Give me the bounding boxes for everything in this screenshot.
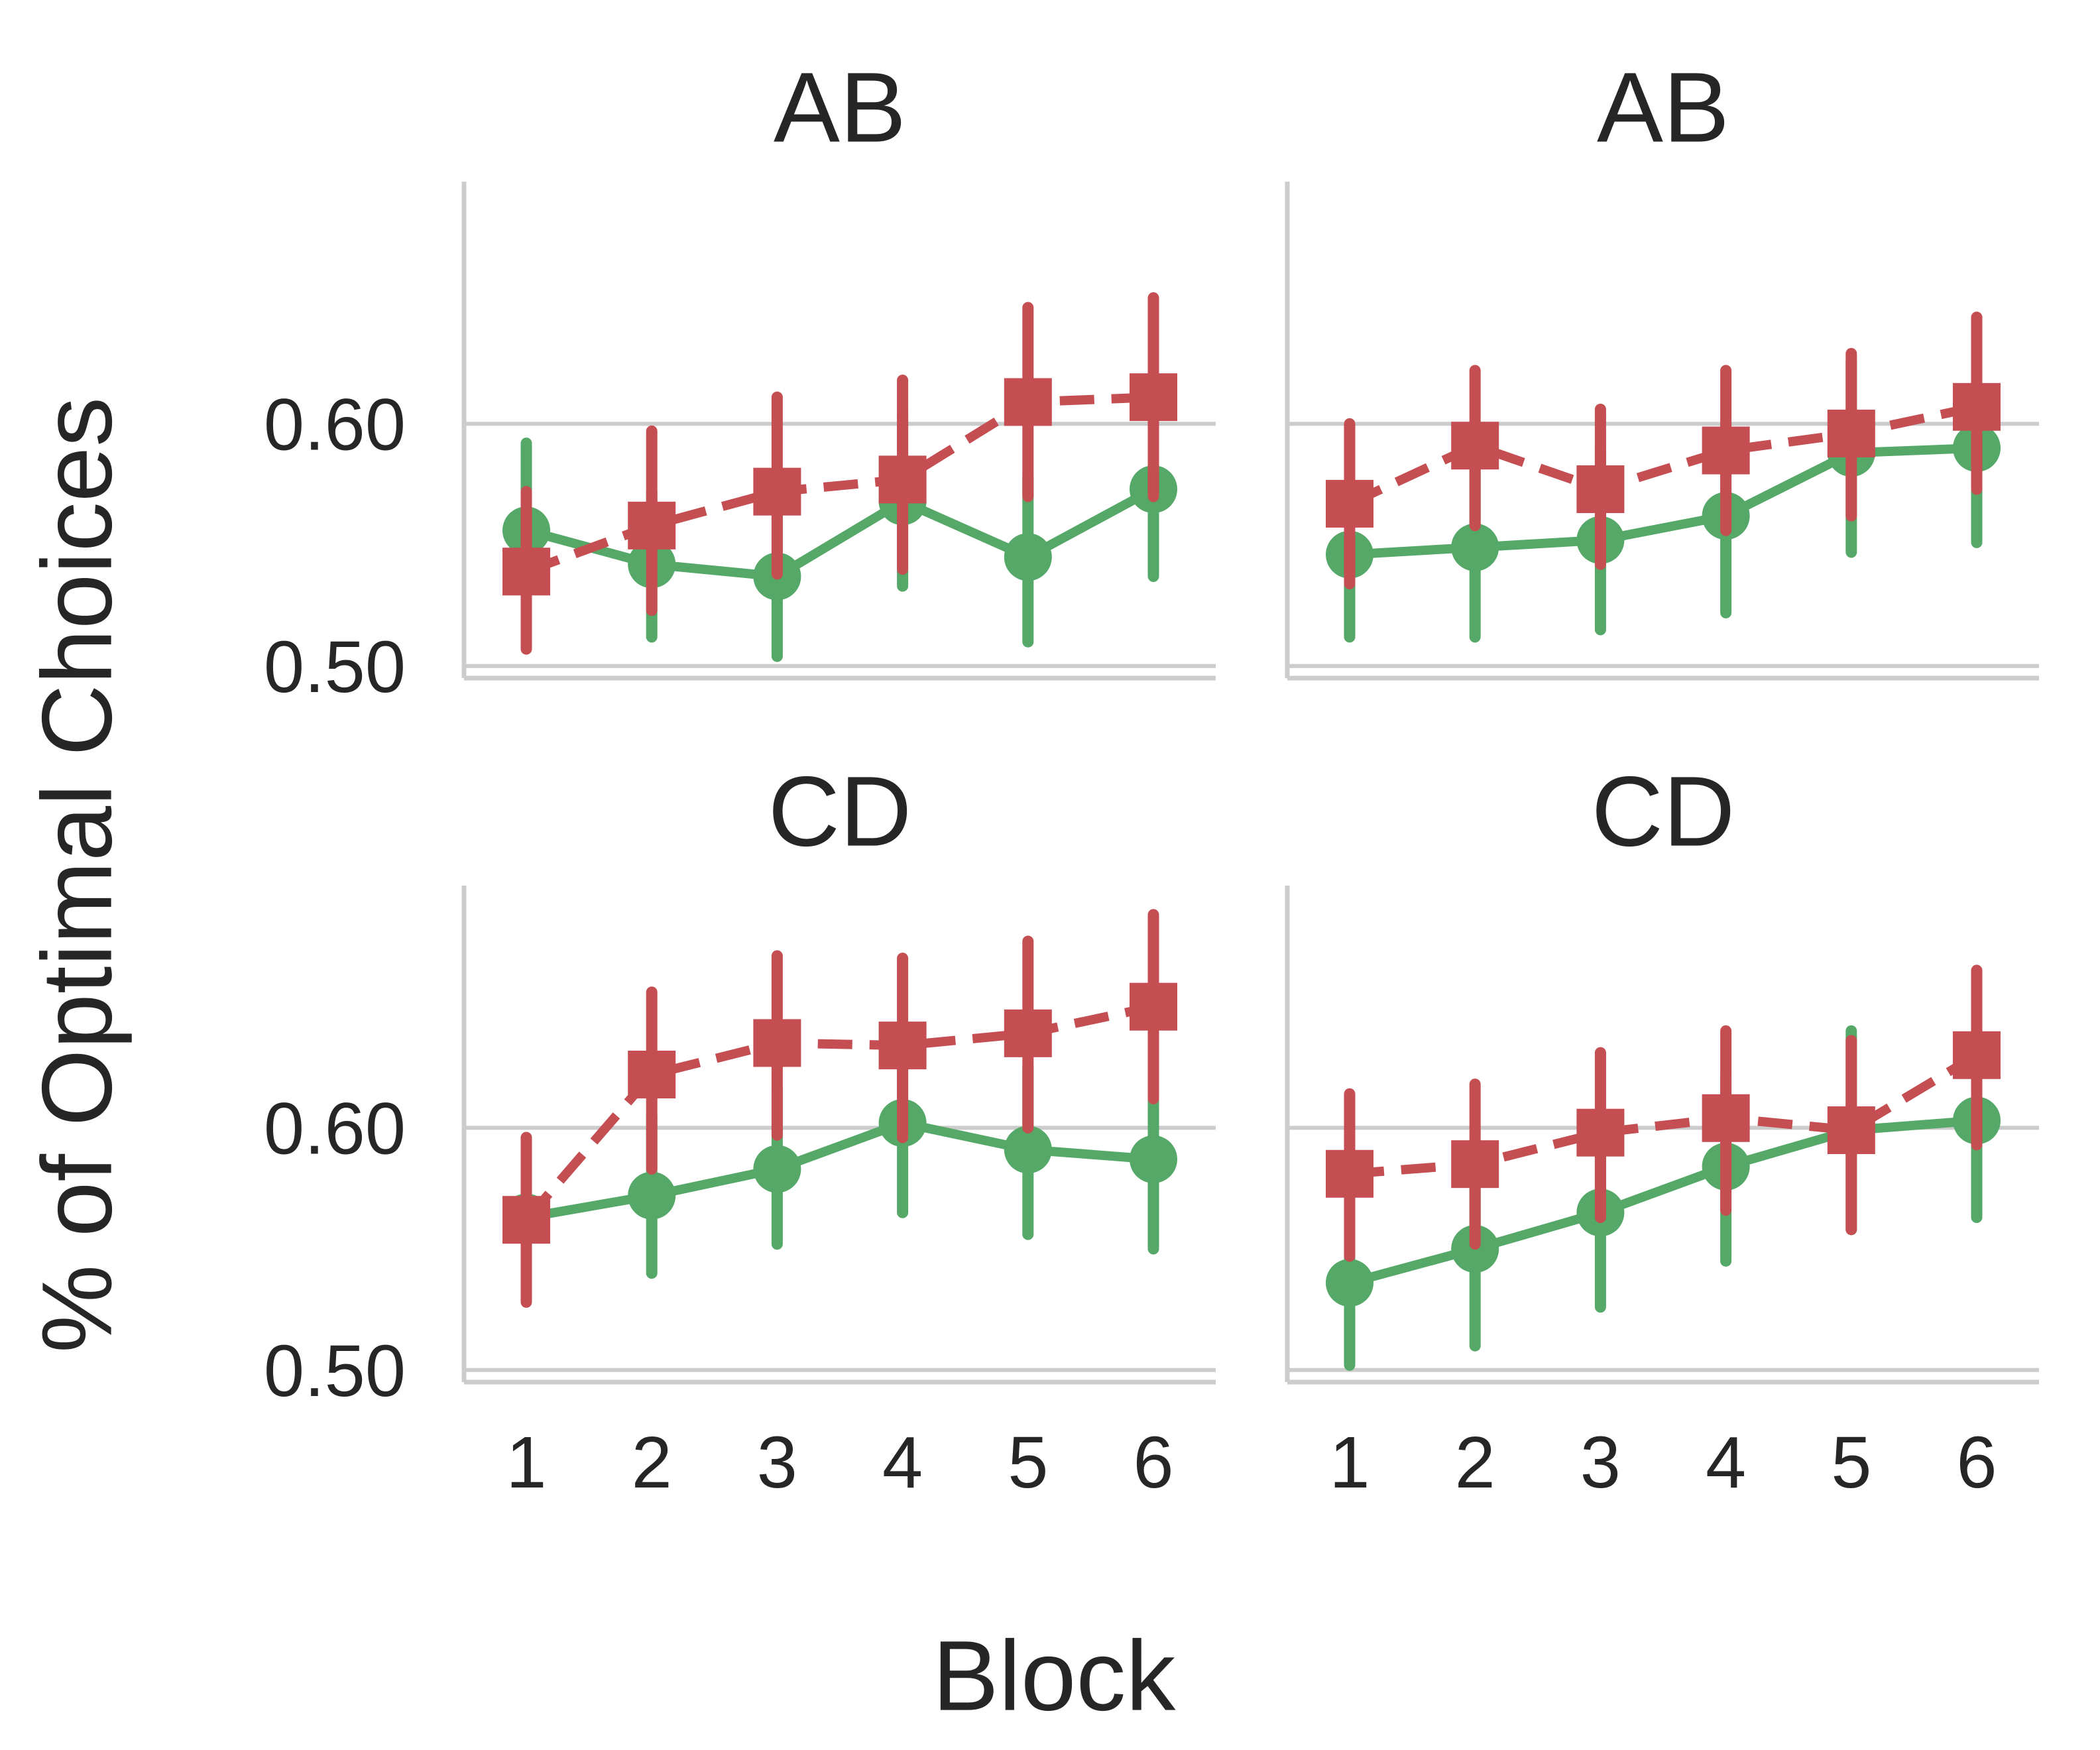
x-tick-label: 5 (1831, 1422, 1871, 1503)
y-tick-label: 0.50 (264, 626, 406, 708)
data-point-square (502, 1196, 550, 1244)
data-point-square (1130, 982, 1177, 1031)
series-red (502, 292, 1177, 655)
x-tick-label: 2 (632, 1422, 672, 1503)
panel-title: CD (1592, 756, 1735, 867)
panel-4: CD 1 2 3 4 5 6 (1285, 756, 2039, 1503)
panel-3: CD 0.50 0.60 1 2 3 4 5 6 (264, 756, 1216, 1503)
data-point-square (1702, 1094, 1750, 1142)
x-tick-label: 1 (1329, 1422, 1370, 1503)
series-red (502, 909, 1177, 1308)
data-point-square (1702, 426, 1750, 475)
panel-title: AB (1597, 52, 1729, 163)
data-point-square (502, 548, 550, 596)
x-tick-label: 2 (1455, 1422, 1495, 1503)
data-point-square (1451, 422, 1499, 470)
panel-2: AB (1285, 52, 2039, 681)
series-line (525, 485, 1156, 581)
data-point-circle (1004, 1126, 1052, 1174)
y-tick-label: 0.60 (264, 384, 406, 465)
data-point-circle (1326, 1259, 1373, 1307)
data-point-square (753, 1019, 801, 1067)
data-point-square (1004, 378, 1052, 426)
x-tick-label: 3 (1580, 1422, 1621, 1503)
series-line (1349, 1051, 1979, 1179)
data-point-square (1451, 1140, 1499, 1189)
series-red (1326, 964, 2001, 1262)
data-point-circle (1004, 533, 1052, 581)
data-point-square (1326, 1149, 1373, 1198)
data-point-square (1130, 373, 1177, 422)
data-point-circle (1451, 523, 1499, 571)
series-red (1326, 312, 2001, 590)
x-tick-label: 6 (1956, 1422, 1997, 1503)
series-line (1349, 443, 1977, 559)
data-point-square (878, 1021, 927, 1070)
series-green (1326, 350, 2001, 643)
data-point-square (1576, 465, 1625, 514)
series-line (1348, 1116, 1977, 1287)
x-tick-label: 1 (506, 1422, 546, 1503)
panel-title: CD (768, 756, 912, 867)
y-tick-label: 0.60 (264, 1088, 406, 1169)
y-tick-label: 0.50 (264, 1330, 406, 1412)
x-axis-label: Block (933, 1620, 1177, 1731)
series-line (525, 1118, 1154, 1222)
data-point-circle (628, 1171, 676, 1220)
panel-1: AB 0.50 0.60 (264, 52, 1216, 708)
data-point-square (1004, 1009, 1052, 1057)
data-point-square (628, 1050, 676, 1098)
data-point-square (1953, 382, 2001, 431)
data-point-circle (1130, 1135, 1177, 1183)
x-tick-label: 4 (1706, 1422, 1746, 1503)
x-tick-label: 6 (1133, 1422, 1173, 1503)
x-tick-label: 3 (757, 1422, 797, 1503)
x-tick-label: 4 (882, 1422, 923, 1503)
panel-title: AB (774, 52, 906, 163)
data-point-square (1326, 479, 1373, 528)
data-point-circle (753, 1145, 801, 1193)
data-point-square (1827, 1106, 1875, 1155)
data-point-square (1576, 1108, 1625, 1157)
data-point-square (878, 455, 927, 504)
panels: AB 0.50 0.60 AB CD 0.50 0.60 1 2 3 4 5 6 CD 1 2 3 4 5 6 (264, 52, 2039, 1503)
series-green (1326, 1018, 2001, 1371)
data-point-square (628, 501, 676, 550)
series-green (502, 396, 1177, 662)
data-point-square (1953, 1031, 2001, 1079)
data-point-square (1827, 409, 1875, 457)
series-green (502, 1025, 1177, 1303)
y-axis-label: % of Optimal Choices (21, 397, 133, 1353)
x-tick-label: 5 (1008, 1422, 1048, 1503)
series-line (522, 1002, 1155, 1223)
data-point-square (753, 467, 801, 516)
